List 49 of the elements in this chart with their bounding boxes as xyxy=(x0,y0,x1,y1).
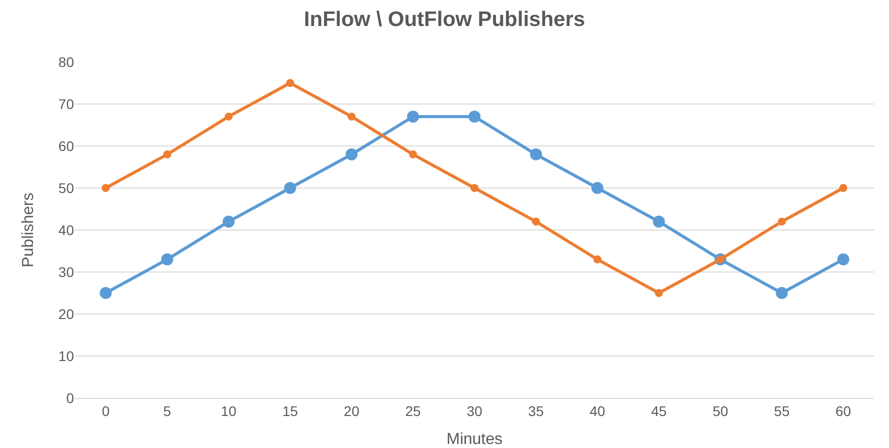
y-tick-label: 80 xyxy=(58,54,74,70)
x-tick-label: 35 xyxy=(528,402,544,419)
point xyxy=(532,218,540,226)
x-tick-label: 40 xyxy=(590,402,606,419)
point xyxy=(593,255,602,264)
point xyxy=(654,289,663,297)
x-tick-label: 5 xyxy=(163,402,172,419)
point xyxy=(348,112,356,121)
x-tick-label: 10 xyxy=(220,402,237,419)
y-tick-label: 60 xyxy=(58,138,74,154)
y-tick-label: 0 xyxy=(66,390,74,406)
y-axis-title: Publishers xyxy=(20,192,37,268)
point xyxy=(530,148,542,160)
point xyxy=(778,218,786,226)
x-tick-label: 45 xyxy=(651,402,667,419)
point xyxy=(284,182,296,194)
chart-title: InFlow \ OutFlow Publishers xyxy=(304,8,586,31)
point xyxy=(163,150,172,158)
point xyxy=(286,79,294,87)
x-tick-label: 50 xyxy=(712,402,728,419)
point xyxy=(470,184,478,192)
x-axis-title: Minutes xyxy=(446,431,503,448)
y-tick-label: 70 xyxy=(58,96,74,112)
point xyxy=(591,182,604,194)
point xyxy=(100,287,112,299)
x-tick-label: 15 xyxy=(282,402,298,419)
point xyxy=(346,148,358,160)
point xyxy=(161,253,174,266)
y-tick-label: 30 xyxy=(58,264,74,280)
point xyxy=(102,184,110,192)
y-tick-label: 40 xyxy=(58,222,74,238)
point xyxy=(839,184,848,192)
point xyxy=(837,253,850,266)
x-tick-label: 30 xyxy=(466,402,482,419)
x-tick-label: 25 xyxy=(405,402,422,419)
y-tick-label: 20 xyxy=(58,306,74,322)
point xyxy=(468,110,480,123)
point xyxy=(224,112,233,121)
point xyxy=(652,216,665,228)
point xyxy=(409,150,418,158)
point xyxy=(407,110,420,123)
x-tick-label: 0 xyxy=(102,402,110,419)
point xyxy=(222,216,235,228)
y-tick-label: 10 xyxy=(58,348,74,364)
x-tick-label: 60 xyxy=(835,402,852,419)
x-tick-label: 55 xyxy=(774,402,790,419)
y-tick-label: 50 xyxy=(58,180,74,196)
point xyxy=(776,287,788,299)
x-tick-label: 20 xyxy=(344,402,360,419)
